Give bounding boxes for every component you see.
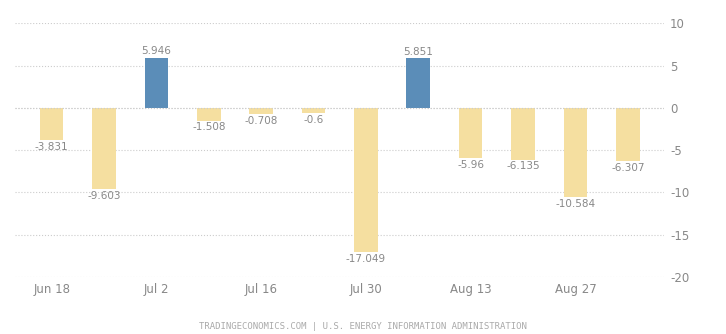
Text: -3.831: -3.831: [35, 142, 68, 152]
Bar: [302, 108, 325, 113]
Bar: [197, 108, 221, 121]
Bar: [511, 108, 535, 160]
Bar: [616, 108, 640, 161]
Text: -10.584: -10.584: [555, 199, 595, 209]
Text: -6.307: -6.307: [611, 163, 645, 173]
Bar: [459, 108, 482, 158]
Text: 5.946: 5.946: [142, 46, 171, 56]
Text: -5.96: -5.96: [457, 160, 484, 170]
Bar: [92, 108, 116, 189]
Text: -0.708: -0.708: [245, 116, 278, 126]
Text: 5.851: 5.851: [404, 47, 433, 57]
Text: -0.6: -0.6: [303, 115, 324, 125]
Bar: [249, 108, 273, 114]
Bar: [563, 108, 587, 197]
Text: -6.135: -6.135: [506, 162, 540, 171]
Bar: [40, 108, 63, 140]
Text: -17.049: -17.049: [346, 254, 386, 264]
Text: -1.508: -1.508: [192, 122, 226, 132]
Text: TRADINGECONOMICS.COM | U.S. ENERGY INFORMATION ADMINISTRATION: TRADINGECONOMICS.COM | U.S. ENERGY INFOR…: [199, 322, 527, 331]
Bar: [144, 58, 168, 108]
Bar: [354, 108, 378, 252]
Text: -9.603: -9.603: [87, 191, 121, 201]
Bar: [407, 58, 430, 108]
